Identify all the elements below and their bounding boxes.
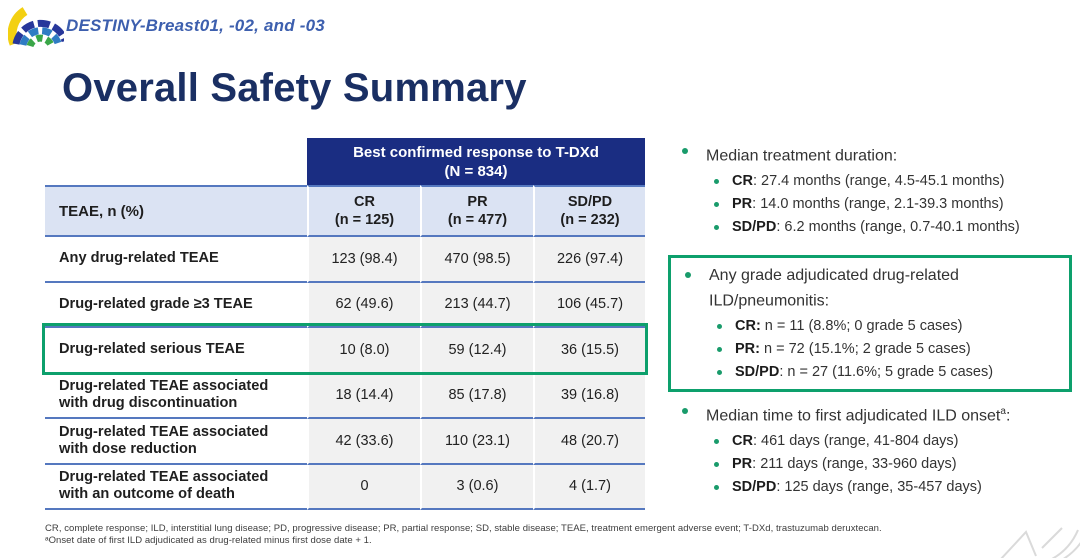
span-header-line1: Best confirmed response to T-DXd <box>353 143 599 161</box>
bullet-item: CR: n = 11 (8.8%; 0 grade 5 cases) <box>679 316 1063 337</box>
bullet-item: SD/PD: n = 27 (11.6%; 5 grade 5 cases) <box>679 362 1063 383</box>
bullet-icon <box>714 462 719 468</box>
footnote-onset-definition: ᵃOnset date of first ILD adjudicated as … <box>45 534 372 546</box>
table-row-label: Drug-related grade ≥3 TEAE <box>45 282 307 328</box>
table-header-cr: CR (n = 125) <box>307 185 420 237</box>
table-row-label: Drug-related TEAE associated with dose r… <box>45 419 307 465</box>
bullet-icon <box>717 347 722 353</box>
bullet-icon <box>682 148 688 154</box>
bullet-heading: Median treatment duration: <box>676 141 1072 166</box>
col-pr-name: PR <box>467 194 488 210</box>
table-cell: 470 (98.5) <box>420 237 533 283</box>
table-cell: 10 (8.0) <box>307 328 420 374</box>
bullet-heading: Median time to first adjudicated ILD ons… <box>676 401 1072 426</box>
bullet-item: CR: 27.4 months (range, 4.5-45.1 months) <box>676 171 1072 192</box>
col-sdpd-n: (n = 232) <box>560 212 620 228</box>
bullet-group-ild-pneumonitis: Any grade adjudicated drug-related ILD/p… <box>668 255 1072 392</box>
table-cell: 4 (1.7) <box>533 464 645 510</box>
bullet-item: PR: 211 days (range, 33-960 days) <box>676 454 1072 475</box>
table-cell: 226 (97.4) <box>533 237 645 283</box>
bullet-icon <box>717 324 722 330</box>
bullet-item: PR: 14.0 months (range, 2.1-39.3 months) <box>676 194 1072 215</box>
table-cell: 39 (16.8) <box>533 373 645 419</box>
watermark-sketch-icon <box>1000 527 1080 558</box>
table-header-pr: PR (n = 477) <box>420 185 533 237</box>
table-cell: 18 (14.4) <box>307 373 420 419</box>
safety-table: Best confirmed response to T-DXd (N = 83… <box>42 138 648 510</box>
col-pr-n: (n = 477) <box>447 212 508 228</box>
footnotes: CR, complete response; ILD, interstitial… <box>45 523 1005 546</box>
page-title: Overall Safety Summary <box>62 66 527 110</box>
footnote-abbreviations: CR, complete response; ILD, interstitial… <box>45 523 882 534</box>
bullet-group-treatment-duration: Median treatment duration: CR: 27.4 mont… <box>676 141 1072 240</box>
span-header-line2: (N = 834) <box>444 162 508 180</box>
table-span-header: Best confirmed response to T-DXd (N = 83… <box>307 138 645 185</box>
bullet-icon <box>685 272 691 278</box>
bullet-group-ild-onset: Median time to first adjudicated ILD ons… <box>676 401 1072 500</box>
bullet-icon <box>717 370 722 376</box>
bullet-icon <box>714 179 719 185</box>
col-sdpd-name: SD/PD <box>567 194 613 210</box>
highlight-box-serious-teae <box>42 323 648 375</box>
table-row-label: Drug-related TEAE associated with an out… <box>45 464 307 510</box>
bullet-icon <box>714 202 719 208</box>
table-corner-blank <box>45 138 307 185</box>
table-cell: 106 (45.7) <box>533 282 645 328</box>
bullet-icon <box>714 485 719 491</box>
table-cell: 213 (44.7) <box>420 282 533 328</box>
col-cr-n: (n = 125) <box>334 212 395 228</box>
table-row-label: Any drug-related TEAE <box>45 237 307 283</box>
bullet-heading: Any grade adjudicated drug-related ILD/p… <box>679 265 1063 311</box>
bullet-icon <box>682 408 688 414</box>
table-header-sdpd: SD/PD (n = 232) <box>533 185 645 237</box>
table-cell: 3 (0.6) <box>420 464 533 510</box>
table-cell: 62 (49.6) <box>307 282 420 328</box>
bullet-item: SD/PD: 125 days (range, 35-457 days) <box>676 477 1072 498</box>
conference-logo-icon <box>8 7 64 48</box>
bullet-item: CR: 461 days (range, 41-804 days) <box>676 431 1072 452</box>
table-cell: 110 (23.1) <box>420 419 533 465</box>
table-cell: 85 (17.8) <box>420 373 533 419</box>
bullet-item: SD/PD: 6.2 months (range, 0.7-40.1 month… <box>676 217 1072 238</box>
table-cell: 48 (20.7) <box>533 419 645 465</box>
bullet-icon <box>714 225 719 231</box>
table-header-teae: TEAE, n (%) <box>45 185 307 237</box>
table-cell: 123 (98.4) <box>307 237 420 283</box>
table-cell: 0 <box>307 464 420 510</box>
table-cell: 42 (33.6) <box>307 419 420 465</box>
col-cr-name: CR <box>354 194 375 210</box>
study-label: DESTINY-Breast01, -02, and -03 <box>66 16 325 35</box>
bullet-item: PR: n = 72 (15.1%; 2 grade 5 cases) <box>679 339 1063 360</box>
bullet-icon <box>714 439 719 445</box>
table-row-label: Drug-related TEAE associated with drug d… <box>45 373 307 419</box>
